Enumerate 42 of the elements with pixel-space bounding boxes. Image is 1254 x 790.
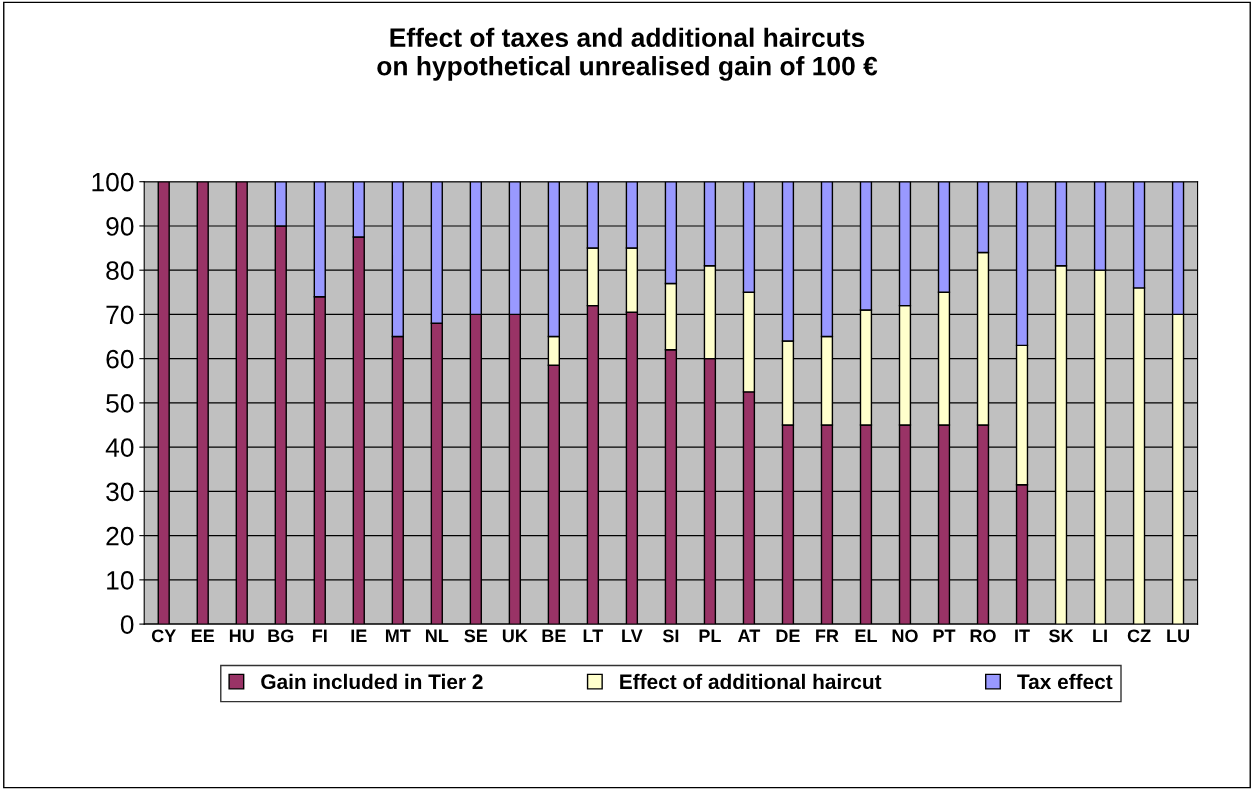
x-tick-label: FI (312, 629, 327, 643)
legend-label: Tax effect (1017, 673, 1113, 690)
x-tick-label: CY (151, 629, 176, 643)
x-tick-label: BE (542, 629, 566, 643)
x-tick-label: EL (855, 629, 877, 643)
x-tick-label: FR (816, 629, 839, 643)
y-tick-label: 10 (107, 570, 134, 590)
y-tick-label: 90 (106, 217, 134, 236)
y-tick-label: 100 (92, 172, 134, 192)
x-tick-label: BG (268, 629, 294, 643)
x-tick-label: IT (1015, 629, 1030, 643)
x-tick-label: SK (1049, 629, 1074, 643)
x-tick-label: LI (1093, 629, 1107, 643)
x-tick-label: PL (699, 629, 721, 643)
y-tick-label: 30 (106, 482, 134, 502)
x-tick-label: NL (425, 629, 449, 643)
x-tick-label: NO (892, 629, 918, 643)
x-tick-label: DE (776, 629, 800, 643)
y-tick-label: 80 (106, 261, 134, 280)
x-tick-label: SI (662, 629, 679, 643)
legend-label: Gain included in Tier 2 (261, 673, 483, 690)
x-tick-label: MT (385, 629, 411, 643)
y-tick-label: 40 (105, 438, 134, 457)
chart-title: Effect of taxes and additional haircuts on hypothetical unrealised gain of 100 € (377, 27, 878, 81)
x-tick-label: SE (464, 629, 488, 643)
legend-label: Effect of additional haircut (620, 673, 882, 690)
x-tick-label: EE (191, 629, 215, 643)
x-tick-label: HU (229, 629, 254, 643)
x-tick-label: UK (502, 629, 528, 643)
x-tick-label: LU (1167, 629, 1189, 643)
y-tick-label: 20 (106, 526, 134, 546)
x-tick-label: LT (583, 629, 604, 643)
y-tick-label: 70 (106, 305, 134, 325)
y-tick-label: 50 (106, 394, 134, 413)
y-tick-label: 60 (106, 349, 134, 369)
x-tick-label: PT (933, 629, 956, 643)
x-tick-label: AT (738, 629, 761, 643)
x-tick-label: IE (351, 629, 367, 643)
x-tick-label: CZ (1127, 629, 1151, 643)
x-tick-label: LV (622, 629, 643, 643)
x-tick-label: RO (970, 629, 996, 643)
y-tick-label: 0 (120, 615, 134, 634)
